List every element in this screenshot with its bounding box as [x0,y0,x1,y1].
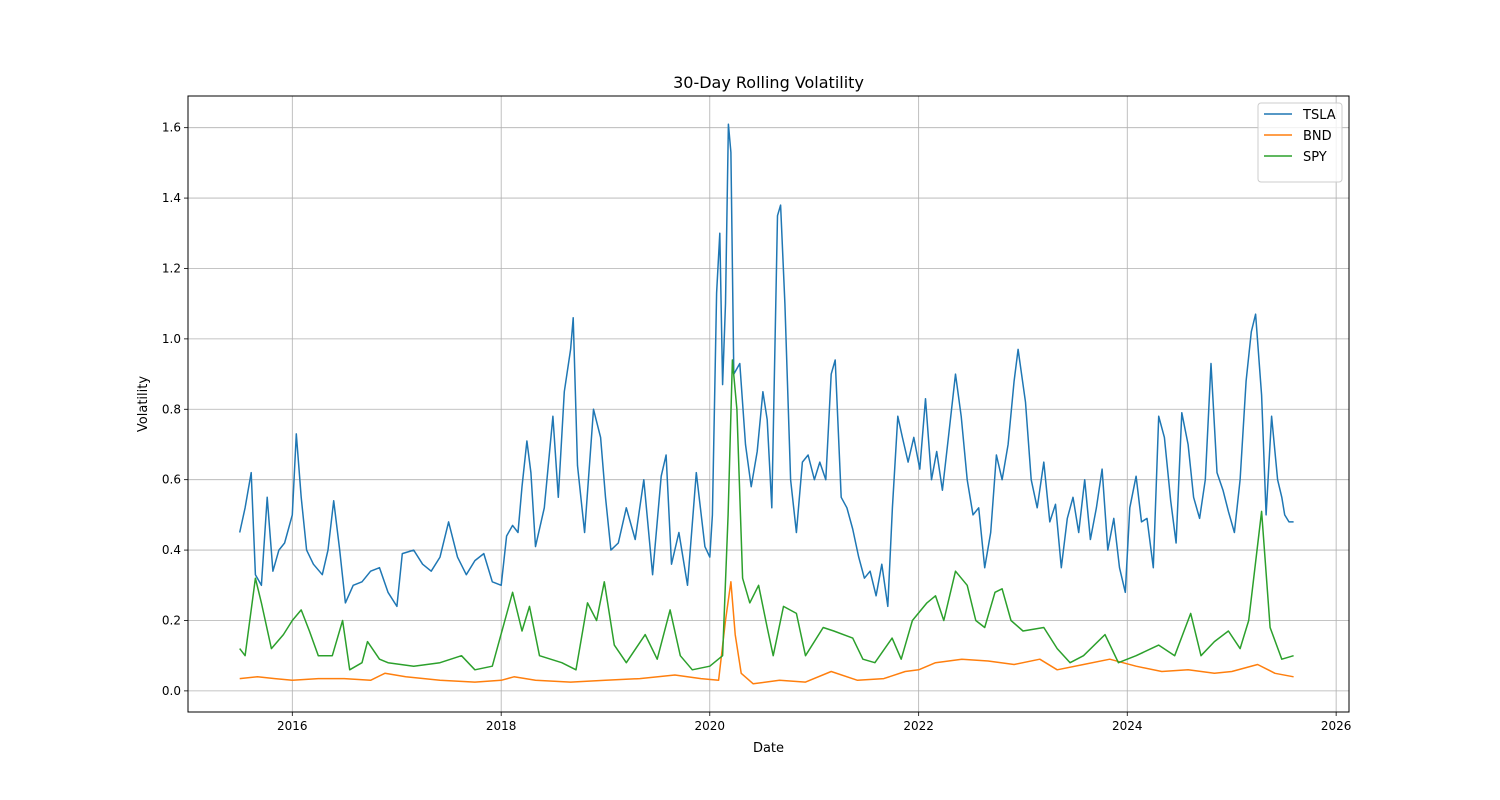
legend-label-bnd: BND [1303,129,1332,144]
y-tick-label: 1.2 [162,261,181,275]
grid [188,96,1349,712]
y-tick-label: 0.0 [162,684,181,698]
y-axis-label: Volatility [136,376,151,432]
plot-frame [187,95,1350,713]
legend-label-spy: SPY [1303,150,1327,165]
chart-title: 30-Day Rolling Volatility [673,73,864,92]
x-tick-label: 2018 [486,719,517,733]
x-tick-label: 2022 [903,719,934,733]
legend-box [1257,102,1343,183]
x-tick-label: 2016 [277,719,308,733]
y-tick-label: 1.4 [162,191,181,205]
legend: TSLA BND SPY [1257,102,1343,183]
series-line-spy [239,359,1294,671]
y-tick-label: 1.6 [162,121,181,135]
series-line-tsla [238,123,1294,608]
series-line-bnd [239,581,1294,685]
y-tick-label: 1.0 [162,332,181,346]
legend-label-tsla: TSLA [1302,108,1336,123]
y-tick-label: 0.6 [162,473,181,487]
y-axis-ticks: 0.0 0.2 0.4 0.6 0.8 1.0 1.2 1.4 1.6 [162,121,188,698]
y-tick-label: 0.2 [162,613,181,627]
x-tick-label: 2024 [1112,719,1143,733]
series-lines [238,123,1294,685]
x-tick-label: 2020 [695,719,726,733]
y-tick-label: 0.8 [162,402,181,416]
x-tick-label: 2026 [1321,719,1352,733]
x-axis-label: Date [753,741,784,756]
y-tick-label: 0.4 [162,543,181,557]
x-axis-ticks: 2016 2018 2020 2022 2024 2026 [277,712,1351,733]
